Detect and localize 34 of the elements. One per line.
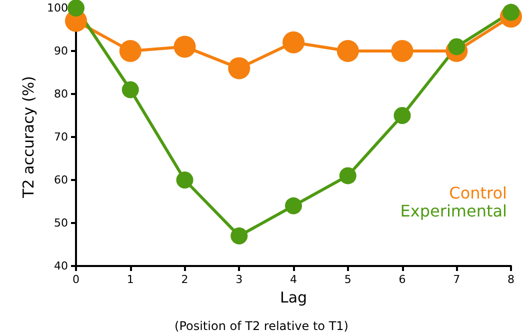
x-tick-label: 0 — [72, 273, 80, 286]
text: Control — [449, 184, 507, 202]
text: Experimental — [400, 202, 507, 220]
point — [391, 40, 414, 62]
text: (Position of T2 relative to T1) — [174, 319, 348, 333]
point — [119, 40, 142, 62]
x-tick-label: 6 — [398, 273, 406, 286]
point — [394, 107, 411, 124]
y-tick-label: 60 — [54, 174, 68, 186]
point — [176, 172, 194, 188]
y-tick-label: 90 — [54, 44, 68, 58]
point — [339, 167, 356, 184]
x-tick-label: 1 — [126, 273, 134, 286]
x-axis-title: Lag — [280, 288, 308, 306]
point — [174, 36, 196, 58]
point — [228, 57, 250, 80]
x-tick-label: 3 — [236, 273, 243, 286]
x-tick-label: 4 — [290, 273, 297, 286]
y-tick-label: 50 — [54, 216, 68, 230]
point — [282, 31, 304, 54]
y-tick-label: 40 — [54, 260, 68, 272]
y-axis-title: T2 accuracy (%) — [20, 76, 38, 199]
point — [230, 227, 248, 244]
point — [336, 40, 359, 62]
point — [122, 81, 139, 98]
y-tick-label: 100 — [47, 2, 68, 14]
x-tick-label: 7 — [453, 273, 460, 286]
y-tick-label: 80 — [54, 88, 68, 100]
point — [68, 0, 84, 16]
x-tick-label: 5 — [344, 273, 352, 286]
x-tick-label: 2 — [181, 273, 188, 286]
point — [285, 197, 302, 214]
x-tick-label: 8 — [508, 273, 514, 286]
y-tick-label: 70 — [54, 130, 68, 144]
